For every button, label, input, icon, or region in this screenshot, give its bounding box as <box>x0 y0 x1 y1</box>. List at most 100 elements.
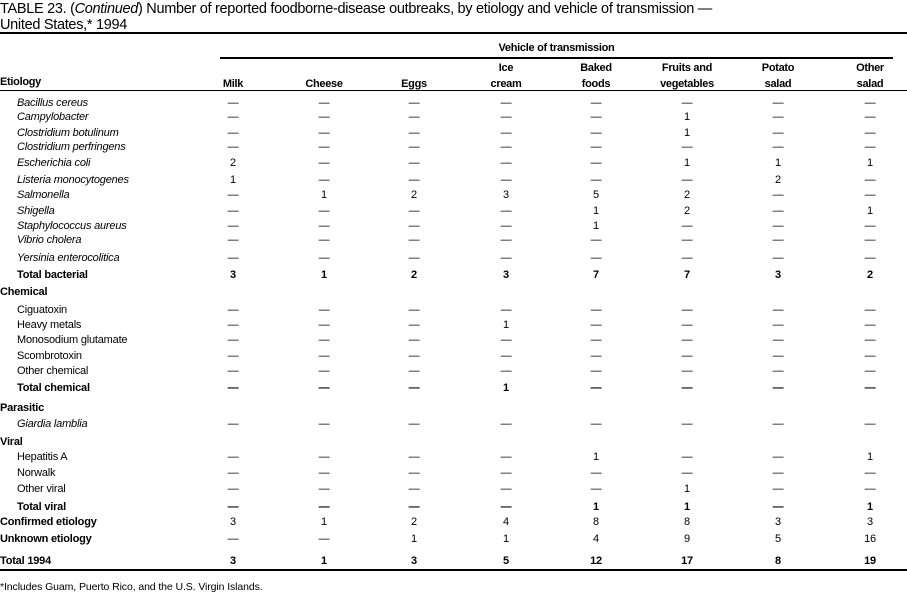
table-row: Confirmed etiology 3 1 2 4 8 8 3 3 <box>0 515 907 529</box>
table-cell: — <box>590 418 602 430</box>
column-header: Cheese <box>279 60 369 92</box>
table-cell: — <box>408 350 420 362</box>
table-cell: — <box>772 252 784 264</box>
table-row: Shigella — — — — 1 2 — 1 <box>0 204 907 218</box>
table-cell: — <box>500 483 512 495</box>
table-cell: — <box>408 418 420 430</box>
table-cell: 1 <box>593 451 599 463</box>
vehicle-group-header: Vehicle of transmission <box>498 42 615 54</box>
table-cell: — <box>408 334 420 346</box>
table-cell: — <box>500 350 512 362</box>
table-cell: — <box>408 365 420 377</box>
table-cell: 2 <box>411 516 417 528</box>
column-header-line2: foods <box>581 78 611 90</box>
table-row: Norwalk — — — — — — — — <box>0 466 907 480</box>
row-label: Campylobacter <box>17 111 89 123</box>
table-cell: — <box>408 304 420 316</box>
table-cell: 2 <box>775 174 781 186</box>
table-cell: — <box>318 365 330 377</box>
table-row: Clostridium perfringens — — — — — — — — <box>0 140 907 154</box>
table-cell: 9 <box>684 533 690 545</box>
table-cell: 1 <box>503 382 509 394</box>
table-cell: — <box>681 319 693 331</box>
table-cell: — <box>590 365 602 377</box>
table-cell: — <box>408 319 420 331</box>
table-cell: — <box>318 467 330 479</box>
etiology-column-header: Etiology <box>0 76 41 88</box>
row-label: Parasitic <box>0 402 45 414</box>
column-header-line1: Baked <box>580 62 612 74</box>
table-cell: — <box>408 467 420 479</box>
table-cell: — <box>772 350 784 362</box>
table-cell: — <box>864 127 876 139</box>
column-header: Milk <box>188 60 278 92</box>
row-label: Chemical <box>0 286 48 298</box>
table-cell: — <box>227 127 239 139</box>
table-cell: — <box>318 174 330 186</box>
title-rule <box>0 32 907 34</box>
table-cell: — <box>408 234 420 246</box>
row-label: Other viral <box>17 483 66 495</box>
table-cell: — <box>590 467 602 479</box>
table-cell: — <box>408 127 420 139</box>
table-cell: — <box>864 418 876 430</box>
table-cell: — <box>318 220 330 232</box>
row-label: Clostridium botulinum <box>17 127 119 139</box>
table-cell: — <box>864 141 876 153</box>
table-cell: — <box>590 252 602 264</box>
column-header: Baked foods <box>551 60 641 92</box>
table-cell: — <box>590 127 602 139</box>
column-header-line2: salad <box>856 78 884 90</box>
table-cell: — <box>318 157 330 169</box>
table-cell: — <box>500 97 512 109</box>
table-cell: — <box>318 97 330 109</box>
table-cell: — <box>590 97 602 109</box>
table-cell: 2 <box>411 189 417 201</box>
table-cell: 1 <box>411 533 417 545</box>
table-cell: 3 <box>503 189 509 201</box>
table-cell: — <box>318 483 330 495</box>
table-cell: — <box>590 382 602 394</box>
table-cell: 5 <box>593 189 599 201</box>
table-cell: — <box>227 97 239 109</box>
table-cell: — <box>864 382 876 394</box>
table-cell: — <box>590 334 602 346</box>
table-cell: 1 <box>684 157 690 169</box>
table-cell: — <box>864 97 876 109</box>
table-cell: 2 <box>411 269 417 281</box>
column-header-line1 <box>279 60 369 76</box>
table-cell: — <box>318 350 330 362</box>
table-cell: 1 <box>684 483 690 495</box>
row-label: Scombrotoxin <box>17 350 82 362</box>
table-cell: — <box>681 141 693 153</box>
table-cell: — <box>318 205 330 217</box>
table-title: TABLE 23. (Continued) Number of reported… <box>0 1 712 33</box>
column-header-line2: salad <box>764 78 792 90</box>
table-cell: 2 <box>684 205 690 217</box>
table-cell: — <box>772 418 784 430</box>
table-cell: 5 <box>503 555 509 567</box>
row-label: Escherichia coli <box>17 157 91 169</box>
table-cell: — <box>500 334 512 346</box>
table-cell: — <box>864 304 876 316</box>
table-row: Listeria monocytogenes 1 — — — — — 2 — <box>0 173 907 187</box>
row-label: Giardia lamblia <box>17 418 88 430</box>
row-label: Confirmed etiology <box>0 516 97 528</box>
table-cell: 1 <box>321 189 327 201</box>
table-row: Staphylococcus aureus — — — — 1 — — — <box>0 219 907 233</box>
row-label: Staphylococcus aureus <box>17 220 127 232</box>
row-label: Yersinia enterocolitica <box>17 252 120 264</box>
table-row: Other chemical — — — — — — — — <box>0 364 907 378</box>
table-cell: — <box>227 304 239 316</box>
category-row: Chemical <box>0 285 907 299</box>
table-cell: — <box>318 382 330 394</box>
table-cell: 1 <box>321 269 327 281</box>
table-cell: 3 <box>411 555 417 567</box>
table-cell: — <box>864 319 876 331</box>
table-row: Monosodium glutamate — — — — — — — — <box>0 333 907 347</box>
table-cell: — <box>500 418 512 430</box>
table-row: Total bacterial 3 1 2 3 7 7 3 2 <box>0 268 907 282</box>
table-cell: 1 <box>230 174 236 186</box>
table-cell: — <box>227 141 239 153</box>
row-label: Viral <box>0 436 23 448</box>
